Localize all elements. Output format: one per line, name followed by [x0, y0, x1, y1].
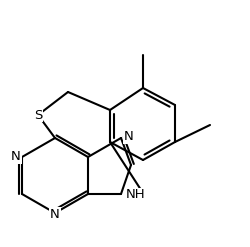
Text: N: N: [11, 150, 21, 164]
Text: N: N: [124, 130, 133, 144]
Text: NH: NH: [126, 188, 145, 202]
Text: N: N: [50, 207, 60, 221]
Text: S: S: [34, 108, 42, 122]
